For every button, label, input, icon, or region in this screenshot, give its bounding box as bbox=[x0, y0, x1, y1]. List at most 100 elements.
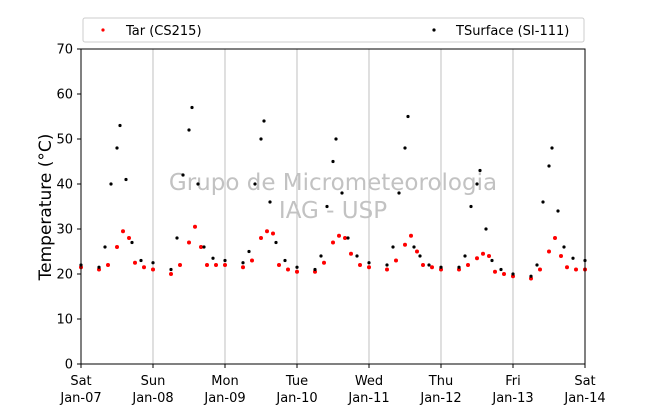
data-point bbox=[409, 233, 413, 238]
x-tick-day: Wed bbox=[355, 374, 383, 389]
legend-tsurface-label: TSurface (SI-111) bbox=[455, 24, 569, 39]
data-point bbox=[295, 265, 299, 269]
data-point bbox=[142, 265, 146, 270]
data-point bbox=[484, 227, 488, 231]
data-point bbox=[250, 258, 254, 263]
data-point bbox=[457, 267, 461, 272]
data-point bbox=[466, 263, 470, 267]
data-point bbox=[205, 263, 209, 267]
data-point bbox=[97, 267, 101, 272]
data-point bbox=[385, 263, 389, 267]
data-point bbox=[115, 245, 119, 249]
x-tick-date: Jan-13 bbox=[491, 391, 533, 406]
data-point bbox=[481, 251, 485, 256]
data-point bbox=[283, 258, 287, 263]
data-point bbox=[421, 263, 425, 267]
grid-lines bbox=[152, 49, 514, 364]
y-tick-label: 40 bbox=[56, 178, 73, 193]
data-point bbox=[181, 173, 185, 177]
data-point bbox=[511, 272, 515, 276]
data-point bbox=[346, 236, 350, 240]
data-point bbox=[241, 261, 245, 265]
data-point bbox=[121, 229, 125, 234]
y-tick-label: 50 bbox=[56, 133, 73, 148]
data-point bbox=[190, 105, 194, 110]
y-tick-label: 0 bbox=[65, 358, 73, 373]
data-point bbox=[97, 265, 101, 269]
y-axis-title: Temperature (°C) bbox=[36, 134, 56, 282]
data-point bbox=[223, 263, 227, 267]
data-point bbox=[394, 258, 398, 263]
x-tick-day: Thu bbox=[428, 374, 453, 389]
data-point bbox=[151, 261, 155, 265]
data-point bbox=[199, 245, 203, 249]
data-point bbox=[334, 137, 338, 141]
data-point bbox=[331, 159, 335, 164]
x-tick-date: Jan-07 bbox=[59, 391, 101, 406]
data-point bbox=[499, 267, 503, 272]
data-point bbox=[130, 240, 134, 245]
data-point bbox=[541, 200, 545, 204]
data-point bbox=[223, 258, 227, 263]
data-point bbox=[385, 267, 389, 272]
data-point bbox=[403, 242, 407, 247]
data-point bbox=[274, 240, 278, 245]
x-tick-date: Jan-08 bbox=[131, 391, 173, 406]
data-point bbox=[490, 258, 494, 263]
data-point bbox=[457, 265, 461, 269]
data-point bbox=[547, 249, 551, 254]
data-point bbox=[415, 249, 419, 254]
watermark-line-1: Grupo de Micrometeorologia bbox=[169, 170, 497, 196]
data-point bbox=[319, 254, 323, 258]
data-point bbox=[397, 191, 401, 195]
data-point bbox=[313, 269, 317, 274]
data-point bbox=[139, 258, 143, 263]
data-point bbox=[169, 272, 173, 276]
data-point bbox=[439, 265, 443, 269]
data-point bbox=[475, 182, 479, 186]
data-point bbox=[553, 236, 557, 240]
data-point bbox=[463, 254, 467, 258]
data-point bbox=[337, 233, 341, 238]
data-point bbox=[262, 119, 266, 123]
data-point bbox=[538, 267, 542, 272]
data-point bbox=[331, 240, 335, 245]
data-point bbox=[367, 265, 371, 270]
data-point bbox=[406, 114, 410, 119]
y-tick-label: 70 bbox=[56, 43, 73, 58]
y-tick-label: 10 bbox=[56, 313, 73, 328]
data-point bbox=[475, 256, 479, 261]
data-point bbox=[103, 245, 107, 249]
tsurface-series bbox=[79, 105, 587, 278]
data-point bbox=[358, 263, 362, 267]
x-tick-day: Mon bbox=[211, 374, 238, 389]
data-point bbox=[427, 263, 431, 267]
data-point bbox=[151, 267, 155, 272]
data-point bbox=[214, 263, 218, 267]
data-point bbox=[268, 200, 272, 204]
x-tick-date: Jan-12 bbox=[419, 391, 461, 406]
data-point bbox=[211, 256, 215, 260]
data-point bbox=[487, 254, 491, 258]
data-point bbox=[343, 236, 347, 240]
x-tick-date: Jan-14 bbox=[563, 391, 605, 406]
data-point bbox=[439, 267, 443, 272]
y-tick-label: 20 bbox=[56, 268, 73, 283]
data-point bbox=[241, 265, 245, 270]
y-ticks: 0 10 20 30 40 50 60 70 bbox=[56, 43, 81, 373]
data-point bbox=[196, 182, 200, 186]
data-point bbox=[565, 265, 569, 270]
data-point bbox=[529, 276, 533, 281]
x-tick-date: Jan-09 bbox=[203, 391, 245, 406]
data-point bbox=[556, 209, 560, 213]
data-point bbox=[550, 146, 554, 150]
data-point bbox=[355, 254, 359, 258]
legend: Tar (CS215) TSurface (SI-111) bbox=[82, 17, 585, 43]
x-ticks: Sat Jan-07 Sun Jan-08 Mon Jan-09 Tue Jan-10 Wed J… bbox=[59, 364, 606, 406]
data-point bbox=[547, 164, 551, 168]
data-point bbox=[202, 245, 206, 249]
data-point bbox=[322, 260, 326, 265]
x-tick-day: Tue bbox=[285, 374, 308, 389]
data-point bbox=[535, 263, 539, 267]
